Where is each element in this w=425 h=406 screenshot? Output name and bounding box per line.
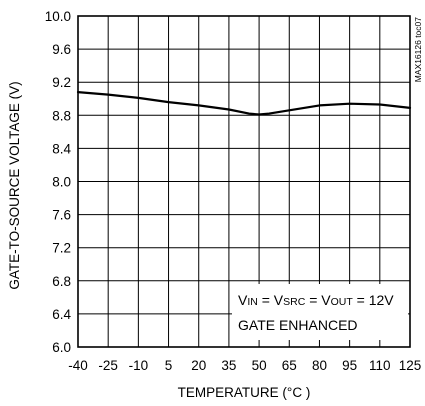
y-tick-label: 8.0: [52, 175, 71, 190]
y-tick-label: 6.4: [52, 307, 71, 322]
y-tick-label: 6.0: [52, 340, 71, 355]
x-tick-label: 50: [252, 358, 267, 373]
annotation-gate-enhanced: GATE ENHANCED: [238, 317, 358, 333]
x-tick-label: 110: [369, 358, 391, 373]
grid: [78, 16, 410, 347]
x-tick-label: 5: [165, 358, 173, 373]
y-tick-label: 9.2: [52, 75, 71, 90]
x-tick-label: -25: [98, 358, 118, 373]
y-tick-labels: 6.0 6.4 6.8 7.2 7.6 8.0 8.4 8.8 9.2 9.6 10.0: [45, 9, 72, 355]
x-axis-title: TEMPERATURE (°C ): [178, 385, 311, 400]
y-axis-title: GATE-TO-SOURCE VOLTAGE (V): [7, 81, 22, 289]
y-tick-label: 9.6: [52, 42, 71, 57]
y-tick-label: 6.8: [52, 274, 71, 289]
x-tick-label: -10: [129, 358, 149, 373]
x-tick-label: 20: [191, 358, 206, 373]
x-tick-label: 125: [399, 358, 422, 373]
series-group: [76, 90, 412, 116]
series-line: [76, 90, 412, 116]
y-tick-label: 7.6: [52, 208, 71, 223]
x-tick-labels: -40 -25 -10 5 20 35 50 65 80 95 110 125: [68, 358, 421, 373]
x-tick-label: 95: [342, 358, 357, 373]
plot-frame: [77, 15, 411, 348]
x-tick-label: 65: [282, 358, 297, 373]
y-tick-label: 8.8: [52, 108, 71, 123]
y-tick-label: 10.0: [45, 9, 71, 24]
x-tick-label: 35: [221, 358, 236, 373]
x-tick-label: 80: [312, 358, 327, 373]
annotation-conditions: VIN = VSRC = VOUT = 12V: [238, 292, 394, 308]
figure-code: MAX16126 toc07: [413, 17, 423, 82]
y-tick-label: 7.2: [52, 241, 71, 256]
x-tick-label: -40: [68, 358, 88, 373]
y-tick-label: 8.4: [52, 141, 71, 156]
annotation-background: [232, 284, 408, 340]
